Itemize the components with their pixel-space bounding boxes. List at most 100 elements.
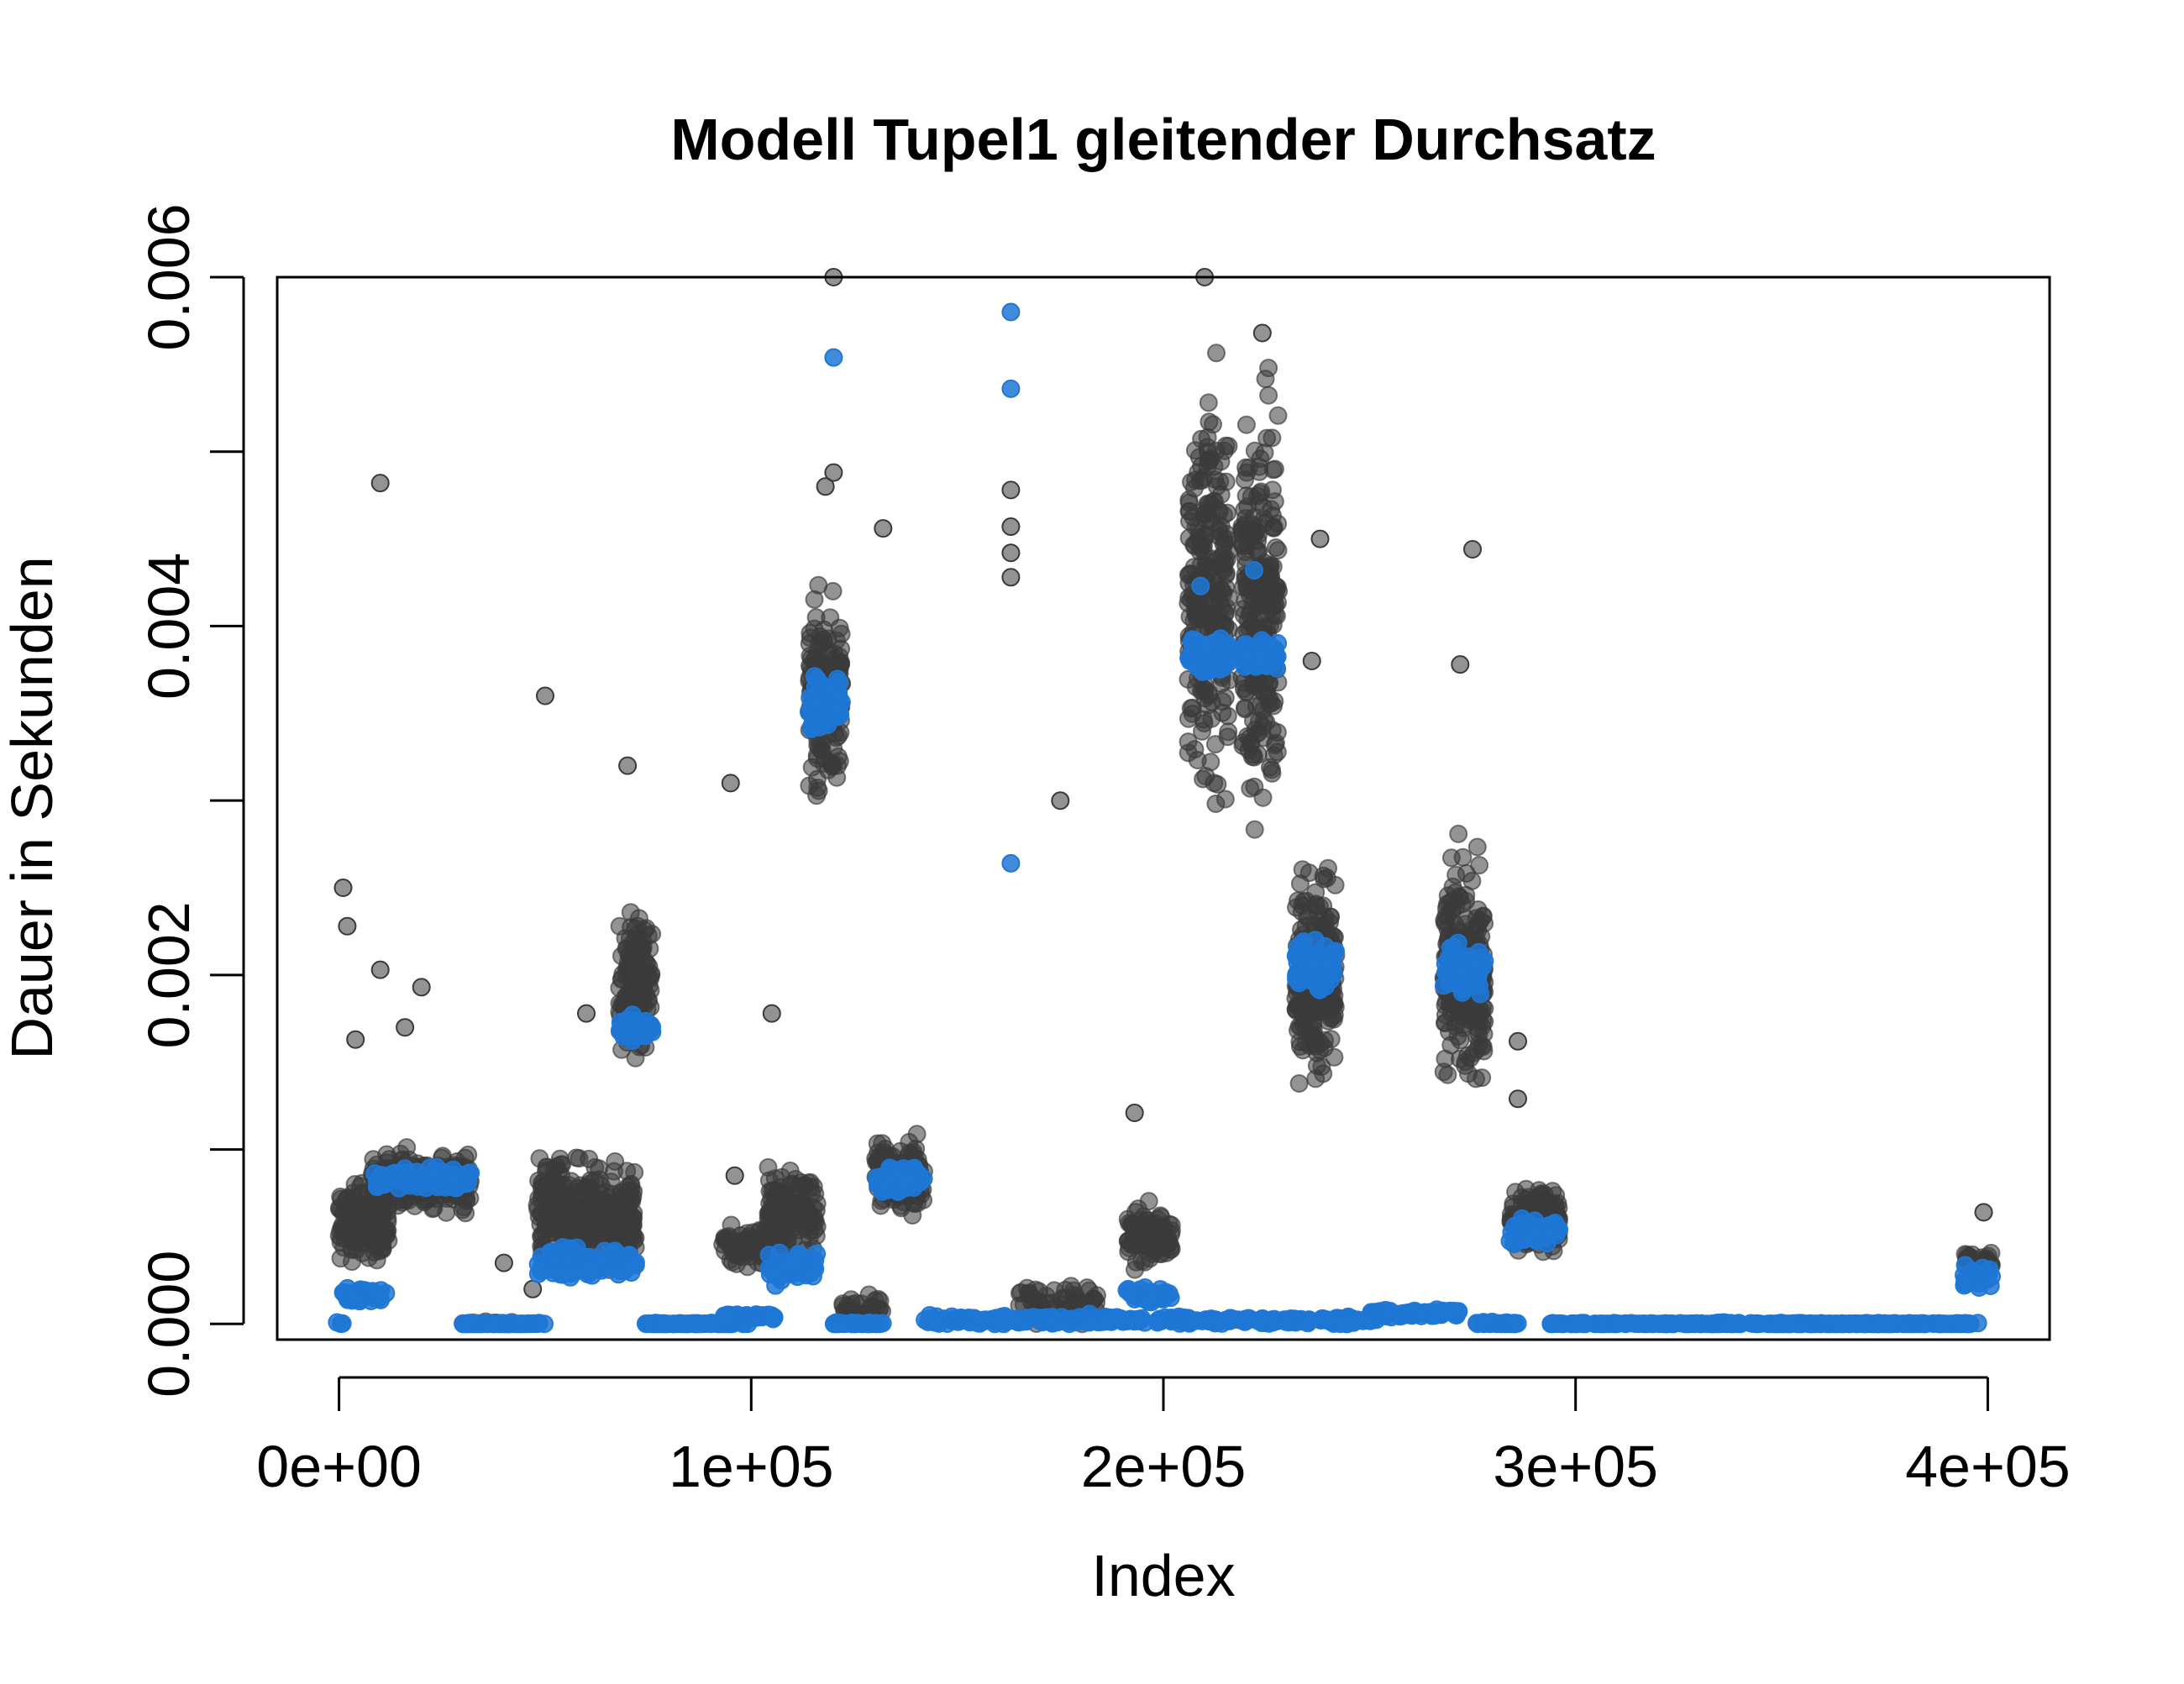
data-point bbox=[1705, 1314, 1725, 1334]
data-point bbox=[927, 1307, 946, 1326]
data-point bbox=[1257, 578, 1277, 597]
data-point bbox=[1438, 1065, 1457, 1084]
data-point bbox=[1260, 690, 1279, 708]
data-point bbox=[823, 581, 843, 601]
data-point bbox=[1292, 966, 1311, 985]
data-point bbox=[1436, 1049, 1455, 1068]
outlier-point bbox=[1245, 561, 1263, 580]
outlier-point bbox=[536, 686, 554, 706]
outlier-point bbox=[1001, 379, 1021, 398]
data-point bbox=[1874, 1314, 1893, 1334]
data-point bbox=[1199, 451, 1218, 470]
outlier-point bbox=[1451, 655, 1470, 674]
outlier-point bbox=[1001, 853, 1021, 873]
data-point bbox=[832, 624, 851, 643]
data-point bbox=[759, 1157, 778, 1177]
data-point bbox=[1236, 682, 1255, 701]
data-point bbox=[1448, 1027, 1467, 1046]
data-point bbox=[1120, 1214, 1138, 1233]
outlier-point bbox=[1252, 323, 1272, 343]
outlier-point bbox=[1509, 1089, 1527, 1109]
data-point bbox=[1263, 480, 1282, 500]
data-point bbox=[1773, 1314, 1793, 1334]
outlier-point bbox=[762, 1004, 781, 1023]
data-point bbox=[353, 1244, 372, 1262]
data-point bbox=[1192, 429, 1211, 449]
outlier-point bbox=[338, 916, 357, 936]
data-point bbox=[1179, 1314, 1199, 1333]
data-point bbox=[1232, 521, 1252, 540]
data-point bbox=[1268, 647, 1287, 666]
outlier-point bbox=[577, 1004, 596, 1023]
data-point bbox=[614, 1262, 633, 1281]
data-point bbox=[1263, 763, 1282, 783]
data-point bbox=[1467, 1040, 1487, 1059]
data-point bbox=[761, 1213, 780, 1232]
data-point bbox=[380, 1167, 399, 1187]
data-point bbox=[1470, 856, 1489, 875]
data-point bbox=[1268, 406, 1288, 425]
data-point bbox=[1208, 632, 1227, 651]
data-point bbox=[1010, 1283, 1029, 1303]
data-point bbox=[1530, 1225, 1548, 1245]
y-axis-label: Dauer in Sekunden bbox=[0, 556, 65, 1059]
x-tick-label: 3e+05 bbox=[1493, 1434, 1658, 1499]
data-point bbox=[1467, 919, 1486, 938]
data-point bbox=[1162, 1309, 1181, 1327]
data-point bbox=[821, 608, 840, 627]
data-point bbox=[1289, 1074, 1309, 1093]
data-point bbox=[873, 1314, 892, 1333]
data-point bbox=[806, 1259, 825, 1278]
outlier-point bbox=[412, 978, 431, 997]
data-point bbox=[986, 1312, 1005, 1331]
data-point bbox=[807, 769, 827, 789]
data-point bbox=[1450, 887, 1469, 906]
data-point bbox=[365, 1231, 385, 1251]
data-point bbox=[1253, 595, 1273, 614]
y-tick-label: 0.006 bbox=[136, 203, 202, 350]
outlier-point bbox=[1051, 791, 1070, 811]
data-point bbox=[1204, 415, 1222, 434]
data-point bbox=[1288, 937, 1307, 957]
data-point bbox=[1263, 428, 1282, 448]
data-point bbox=[1238, 727, 1257, 746]
data-point bbox=[1441, 848, 1461, 868]
data-point bbox=[1572, 1314, 1591, 1333]
data-point bbox=[1194, 531, 1213, 550]
data-point bbox=[1798, 1314, 1818, 1333]
data-point bbox=[577, 1180, 596, 1199]
data-point bbox=[1676, 1314, 1695, 1334]
data-point bbox=[1280, 1312, 1299, 1331]
outlier-point bbox=[1001, 302, 1021, 322]
data-point bbox=[1259, 386, 1278, 405]
data-point bbox=[1186, 470, 1205, 490]
data-point bbox=[1206, 795, 1226, 813]
data-point bbox=[1305, 931, 1325, 950]
data-point bbox=[1365, 1304, 1384, 1323]
data-point bbox=[799, 1173, 818, 1193]
data-point bbox=[1059, 1310, 1078, 1330]
data-point bbox=[1216, 604, 1235, 623]
outlier-point bbox=[1310, 529, 1330, 548]
data-point bbox=[615, 1227, 634, 1246]
data-point bbox=[1326, 875, 1345, 894]
data-point bbox=[577, 1218, 596, 1237]
data-point bbox=[621, 903, 640, 922]
outlier-point bbox=[1125, 1104, 1144, 1122]
data-point bbox=[1263, 721, 1282, 740]
data-point bbox=[1453, 979, 1473, 999]
data-point bbox=[1152, 1238, 1170, 1257]
data-point bbox=[910, 1173, 929, 1192]
data-point bbox=[1183, 704, 1202, 723]
data-point bbox=[888, 1161, 907, 1180]
data-point bbox=[1188, 751, 1207, 769]
data-point bbox=[1261, 555, 1280, 574]
data-point bbox=[1076, 1309, 1095, 1329]
data-point bbox=[1549, 1199, 1568, 1218]
data-point bbox=[454, 1314, 473, 1333]
data-point bbox=[1436, 963, 1455, 982]
data-point bbox=[1245, 820, 1264, 839]
data-point bbox=[873, 1182, 892, 1201]
